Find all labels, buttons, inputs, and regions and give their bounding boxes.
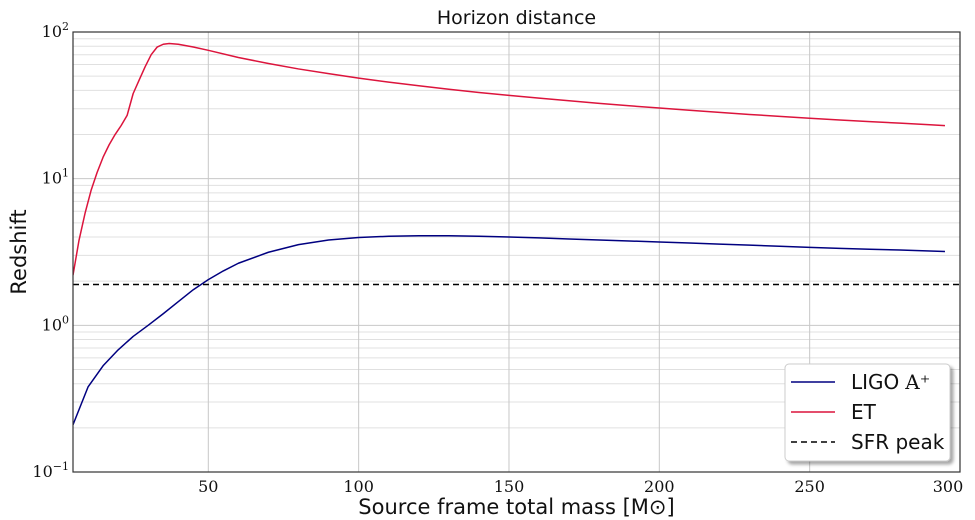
x-tick-label: 200	[644, 477, 675, 496]
series-line-ligo-a	[73, 235, 945, 426]
y-axis-label: Redshift	[7, 209, 31, 294]
series-lines	[73, 42, 960, 426]
plot-frame	[72, 31, 961, 473]
grid-lines	[73, 31, 961, 473]
x-tick-label: 150	[494, 477, 525, 496]
legend-box	[784, 363, 951, 462]
y-tick-label: 100	[42, 313, 69, 334]
chart-title: Horizon distance	[437, 7, 596, 29]
x-tick-label: 300	[933, 477, 964, 496]
x-tick-label: 50	[198, 477, 218, 496]
x-axis-label: Source frame total mass [M⊙]	[358, 495, 674, 519]
series-line-et	[73, 42, 946, 276]
legend-label: LIGO A⁺	[851, 370, 930, 394]
x-tick-label: 100	[343, 477, 374, 496]
legend-label: ET	[851, 400, 877, 424]
y-tick-label: 101	[42, 167, 69, 188]
legend-label: SFR peak	[851, 430, 945, 454]
legend: LIGO A⁺ ET SFR peak	[784, 363, 951, 462]
y-tick-label: 102	[42, 20, 69, 41]
y-tick-label: 10−1	[32, 460, 69, 481]
x-tick-label: 250	[794, 477, 825, 496]
tick-labels: 50 100 150 200 250 300 10−1 100 101 102	[32, 20, 963, 496]
